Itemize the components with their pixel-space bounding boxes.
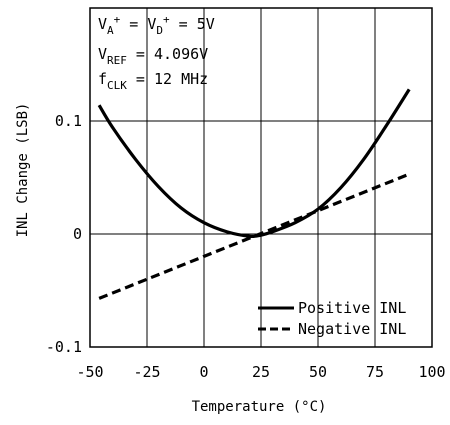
y-tick-label: 0.1 [55,112,82,130]
x-tick-label: 25 [252,363,270,381]
series-layer [97,88,411,300]
y-tick-label: -0.1 [46,338,82,356]
tick-labels: -50 -25 0 25 50 75 100 -0.1 0 0.1 [46,112,446,381]
x-tick-label: 0 [199,363,208,381]
series-line-positive-inl [97,88,411,239]
y-tick-label: 0 [73,225,82,243]
conditions-annotation: VA+ = VD+ = 5V VREF = 4.096V fCLK = 12 M… [98,13,215,92]
annotation-vref: VREF = 4.096V [98,45,208,67]
legend-label-negative: Negative INL [298,320,406,338]
annotation-supply: VA+ = VD+ = 5V [98,13,215,37]
plot-frame [89,7,433,348]
x-axis-label: Temperature (°C) [192,399,327,415]
legend-label-positive: Positive INL [298,299,406,317]
x-tick-label: -50 [76,363,103,381]
x-tick-label: -25 [133,363,160,381]
x-tick-label: 75 [366,363,384,381]
x-tick-label: 100 [418,363,445,381]
x-tick-label: 50 [309,363,327,381]
y-axis-label: INL Change (LSB) [15,103,31,238]
legend: Positive INL Negative INL [258,299,406,338]
annotation-fclk: fCLK = 12 MHz [98,70,208,92]
